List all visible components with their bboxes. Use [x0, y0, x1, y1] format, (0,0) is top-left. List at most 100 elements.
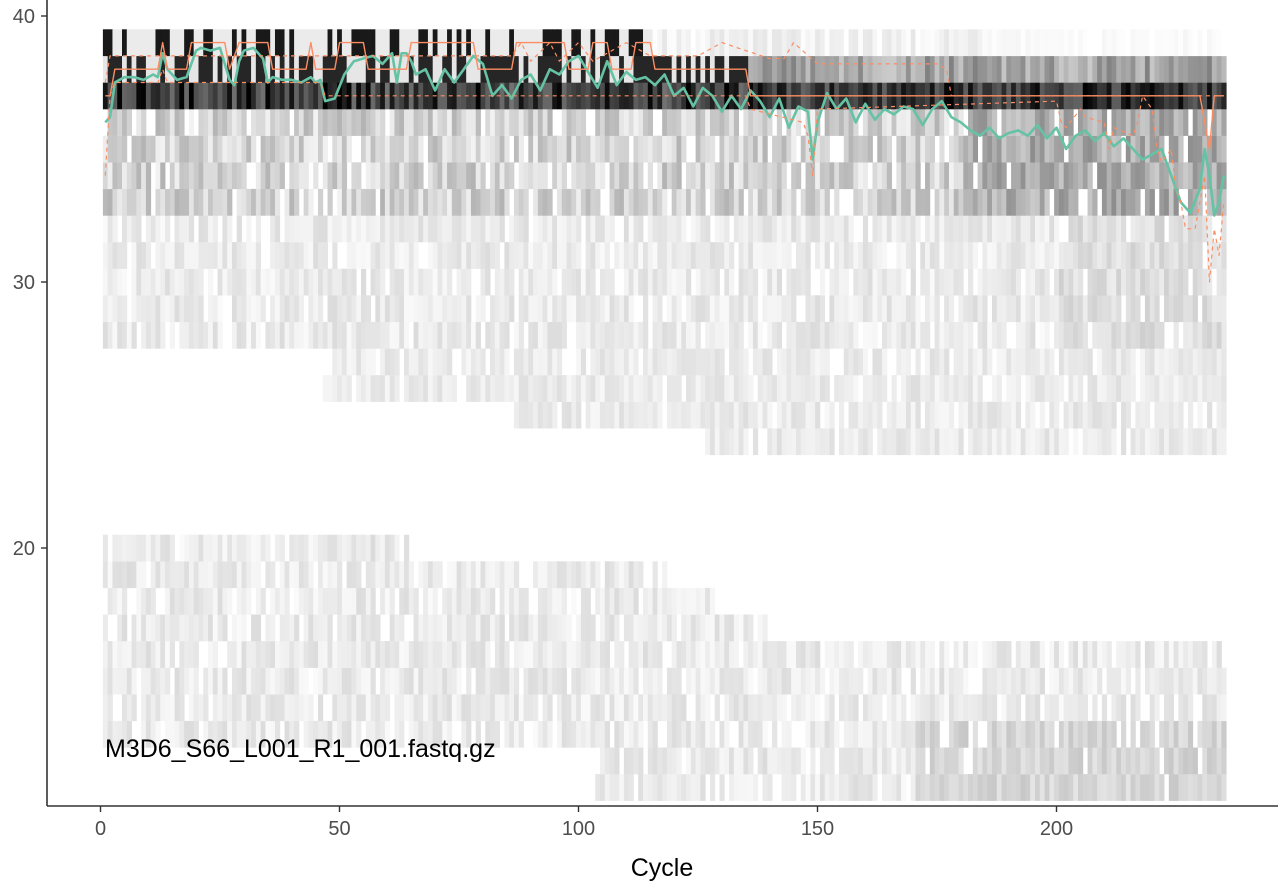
- heatmap-cell: [690, 375, 697, 402]
- heatmap-cell: [160, 667, 166, 695]
- heatmap-cell: [676, 401, 682, 429]
- heatmap-cell: [934, 242, 940, 269]
- heatmap-cell: [399, 242, 405, 269]
- heatmap-cell: [963, 215, 969, 243]
- heatmap-cell: [236, 295, 242, 323]
- heatmap-cell: [810, 55, 816, 83]
- heatmap-cell: [122, 641, 128, 668]
- heatmap-cell: [1144, 109, 1151, 136]
- heatmap-cell: [179, 109, 185, 136]
- heatmap-cell: [609, 188, 615, 216]
- heatmap-cell: [1207, 401, 1213, 429]
- heatmap-cell: [1030, 774, 1036, 801]
- heatmap-cell: [365, 162, 371, 190]
- heatmap-cell: [241, 295, 247, 323]
- heatmap-cell: [1106, 667, 1112, 695]
- heatmap-cell: [853, 747, 859, 775]
- heatmap-cell: [853, 694, 859, 722]
- heatmap-cell: [633, 135, 639, 163]
- heatmap-cell: [886, 774, 892, 801]
- heatmap-cell: [394, 534, 400, 562]
- heatmap-cell: [389, 215, 395, 243]
- heatmap-cell: [547, 720, 553, 748]
- heatmap-cell: [523, 587, 529, 615]
- heatmap-cell: [776, 348, 783, 376]
- heatmap-cell: [709, 401, 716, 429]
- heatmap-cell: [972, 747, 979, 775]
- heatmap-cell: [150, 667, 156, 695]
- heatmap-cell: [643, 641, 649, 668]
- heatmap-cell: [332, 162, 338, 190]
- heatmap-cell: [198, 109, 204, 136]
- heatmap-cell: [638, 641, 644, 668]
- heatmap-cell: [308, 720, 314, 748]
- heatmap-cell: [1164, 375, 1170, 402]
- heatmap-cell: [762, 348, 768, 376]
- heatmap-cell: [537, 215, 544, 243]
- heatmap-cell: [341, 321, 348, 349]
- heatmap-cell: [671, 375, 677, 402]
- heatmap-cell: [160, 295, 166, 323]
- heatmap-cell: [1144, 188, 1151, 216]
- heatmap-cell: [705, 401, 711, 429]
- heatmap-cell: [748, 162, 754, 190]
- heatmap-cell: [1030, 295, 1036, 323]
- heatmap-cell: [294, 162, 300, 190]
- heatmap-cell: [848, 667, 854, 695]
- heatmap-cell: [475, 215, 481, 243]
- heatmap-cell: [643, 55, 649, 83]
- heatmap-cell: [853, 720, 859, 748]
- heatmap-cell: [102, 561, 109, 589]
- heatmap-cell: [1154, 321, 1160, 349]
- heatmap-cell: [442, 348, 448, 376]
- heatmap-cell: [877, 641, 883, 668]
- heatmap-cell: [308, 135, 314, 163]
- heatmap-cell: [504, 348, 510, 376]
- heatmap-cell: [805, 55, 811, 83]
- heatmap-cell: [781, 428, 787, 456]
- heatmap-cell: [623, 215, 630, 243]
- heatmap-cell: [284, 242, 290, 269]
- heatmap-cell: [925, 375, 931, 402]
- heatmap-cell: [361, 348, 367, 376]
- heatmap-cell: [1044, 55, 1050, 83]
- heatmap-cell: [910, 162, 916, 190]
- heatmap-cell: [1025, 641, 1031, 668]
- heatmap-cell: [442, 375, 448, 402]
- heatmap-cell: [695, 614, 701, 642]
- heatmap-cell: [1039, 774, 1045, 801]
- heatmap-cell: [1001, 162, 1007, 190]
- heatmap-cell: [437, 694, 443, 722]
- heatmap-cell: [513, 242, 520, 269]
- heatmap-cell: [1121, 268, 1127, 296]
- heatmap-cell: [361, 215, 367, 243]
- heatmap-cell: [647, 694, 653, 722]
- heatmap-cell: [533, 295, 539, 323]
- heatmap-cell: [652, 268, 658, 296]
- heatmap-cell: [666, 401, 673, 429]
- heatmap-cell: [767, 29, 773, 57]
- heatmap-cell: [1140, 774, 1146, 801]
- heatmap-cell: [1173, 268, 1179, 296]
- heatmap-cell: [317, 561, 324, 589]
- heatmap-cell: [686, 747, 692, 775]
- heatmap-cell: [566, 188, 572, 216]
- heatmap-cell: [695, 348, 701, 376]
- heatmap-cell: [1187, 774, 1194, 801]
- heatmap-cell: [404, 667, 410, 695]
- heatmap-cell: [786, 348, 792, 376]
- heatmap-cell: [533, 720, 539, 748]
- heatmap-cell: [628, 215, 634, 243]
- heatmap-cell: [490, 215, 496, 243]
- heatmap-cell: [729, 295, 735, 323]
- heatmap-cell: [762, 55, 768, 83]
- heatmap-cell: [1101, 321, 1108, 349]
- heatmap-cell: [839, 694, 845, 722]
- heatmap-cell: [255, 268, 262, 296]
- heatmap-cell: [179, 162, 185, 190]
- heatmap-cell: [566, 375, 572, 402]
- heatmap-cell: [389, 109, 395, 136]
- heatmap-cell: [896, 268, 902, 296]
- heatmap-cell: [858, 720, 864, 748]
- heatmap-cell: [145, 587, 152, 615]
